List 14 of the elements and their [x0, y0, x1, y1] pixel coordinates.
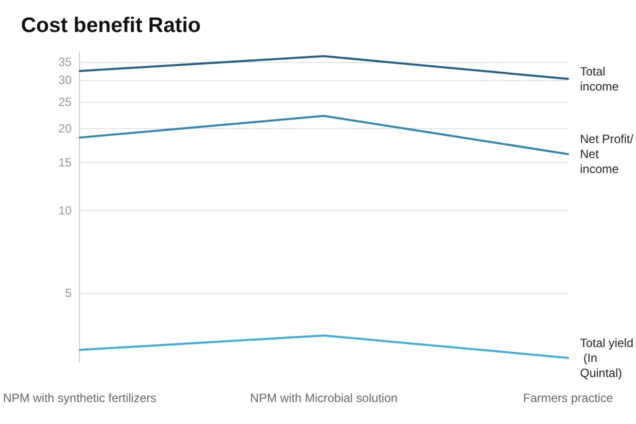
- chart-title: Cost benefit Ratio: [21, 14, 201, 37]
- x-tick-label: NPM with Microbial solution: [250, 391, 398, 405]
- y-tick-label: 5: [64, 286, 72, 300]
- series-label: Total yield (In Quintal): [580, 336, 634, 380]
- series-label: Net Profit/ Net income: [580, 132, 636, 176]
- x-tick-label: Farmers practice: [522, 391, 614, 405]
- y-tick-label: 25: [58, 94, 72, 109]
- y-tick-label: 35: [58, 54, 72, 69]
- x-tick-label: NPM with synthetic fertilizers: [2, 391, 156, 405]
- y-tick-label: 30: [58, 73, 72, 88]
- y-tick-label: 20: [58, 121, 72, 136]
- y-tick-label: 15: [58, 155, 72, 170]
- series-label: Total income: [580, 64, 620, 94]
- y-tick-label: 10: [58, 204, 72, 218]
